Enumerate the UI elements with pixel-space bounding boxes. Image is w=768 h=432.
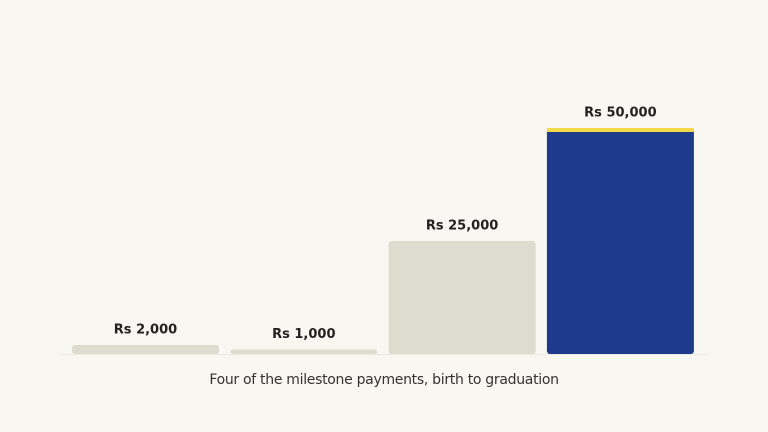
value-label: Rs 1,000 xyxy=(272,327,335,342)
value-label: Rs 2,000 xyxy=(114,322,177,337)
caption: Four of the milestone payments, birth to… xyxy=(209,372,558,388)
value-label: Rs 25,000 xyxy=(426,219,498,234)
value-label: Rs 50,000 xyxy=(584,106,656,121)
bar xyxy=(72,344,219,354)
bar xyxy=(230,349,378,354)
bar-accent xyxy=(546,128,694,132)
bar xyxy=(546,128,694,354)
bar xyxy=(388,241,536,354)
